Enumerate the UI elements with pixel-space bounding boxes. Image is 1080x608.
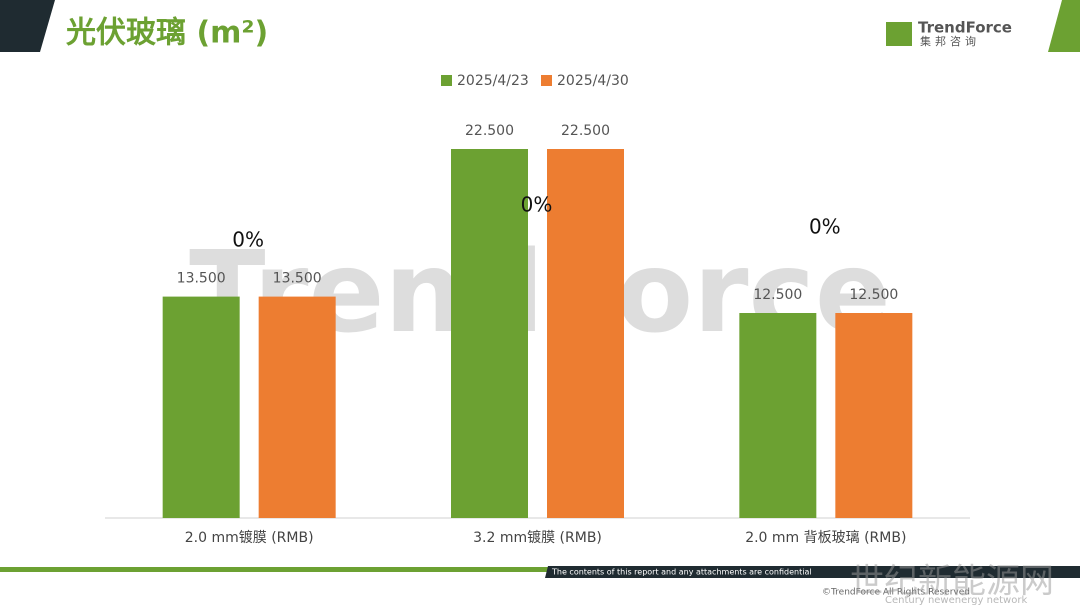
corner-right (1048, 0, 1080, 52)
value-label: 12.500 (753, 287, 802, 303)
corner-left (0, 0, 55, 52)
bar (547, 149, 624, 518)
value-label: 22.500 (465, 123, 514, 139)
value-label: 12.500 (849, 287, 898, 303)
footer-notice: The contents of this report and any atta… (551, 568, 812, 577)
x-tick-label: 2.0 mm 背板玻璃 (RMB) (745, 529, 906, 546)
value-label: 13.500 (273, 271, 322, 287)
logo: TrendForce (918, 19, 1012, 37)
bar (258, 296, 336, 518)
title: 光伏玻璃 (m²) (66, 16, 268, 51)
bar (835, 313, 913, 518)
x-tick-label: 3.2 mm镀膜 (RMB) (473, 529, 602, 546)
legend-label: 2025/4/23 (457, 73, 529, 89)
site-en: Century newenergy network (885, 595, 1027, 606)
annotation: 0% (232, 228, 264, 252)
bar (451, 149, 528, 518)
footer-band (545, 566, 1080, 578)
logo-sub: 集邦咨询 (920, 34, 980, 48)
site-watermark: 世纪新能源网 (850, 562, 1054, 602)
footer-line (0, 567, 1080, 572)
annotation: 0% (521, 193, 553, 217)
legend-swatch (441, 75, 452, 86)
logo-icon (886, 22, 912, 46)
annotation: 0% (809, 215, 841, 239)
legend-swatch (541, 75, 552, 86)
x-tick-label: 2.0 mm镀膜 (RMB) (185, 529, 314, 546)
bar (162, 296, 240, 518)
value-label: 13.500 (177, 271, 226, 287)
value-label: 22.500 (561, 123, 610, 139)
bar (739, 313, 817, 518)
copyright: ©TrendForce All Rights Reserved (822, 588, 970, 598)
legend-label: 2025/4/30 (557, 73, 629, 89)
